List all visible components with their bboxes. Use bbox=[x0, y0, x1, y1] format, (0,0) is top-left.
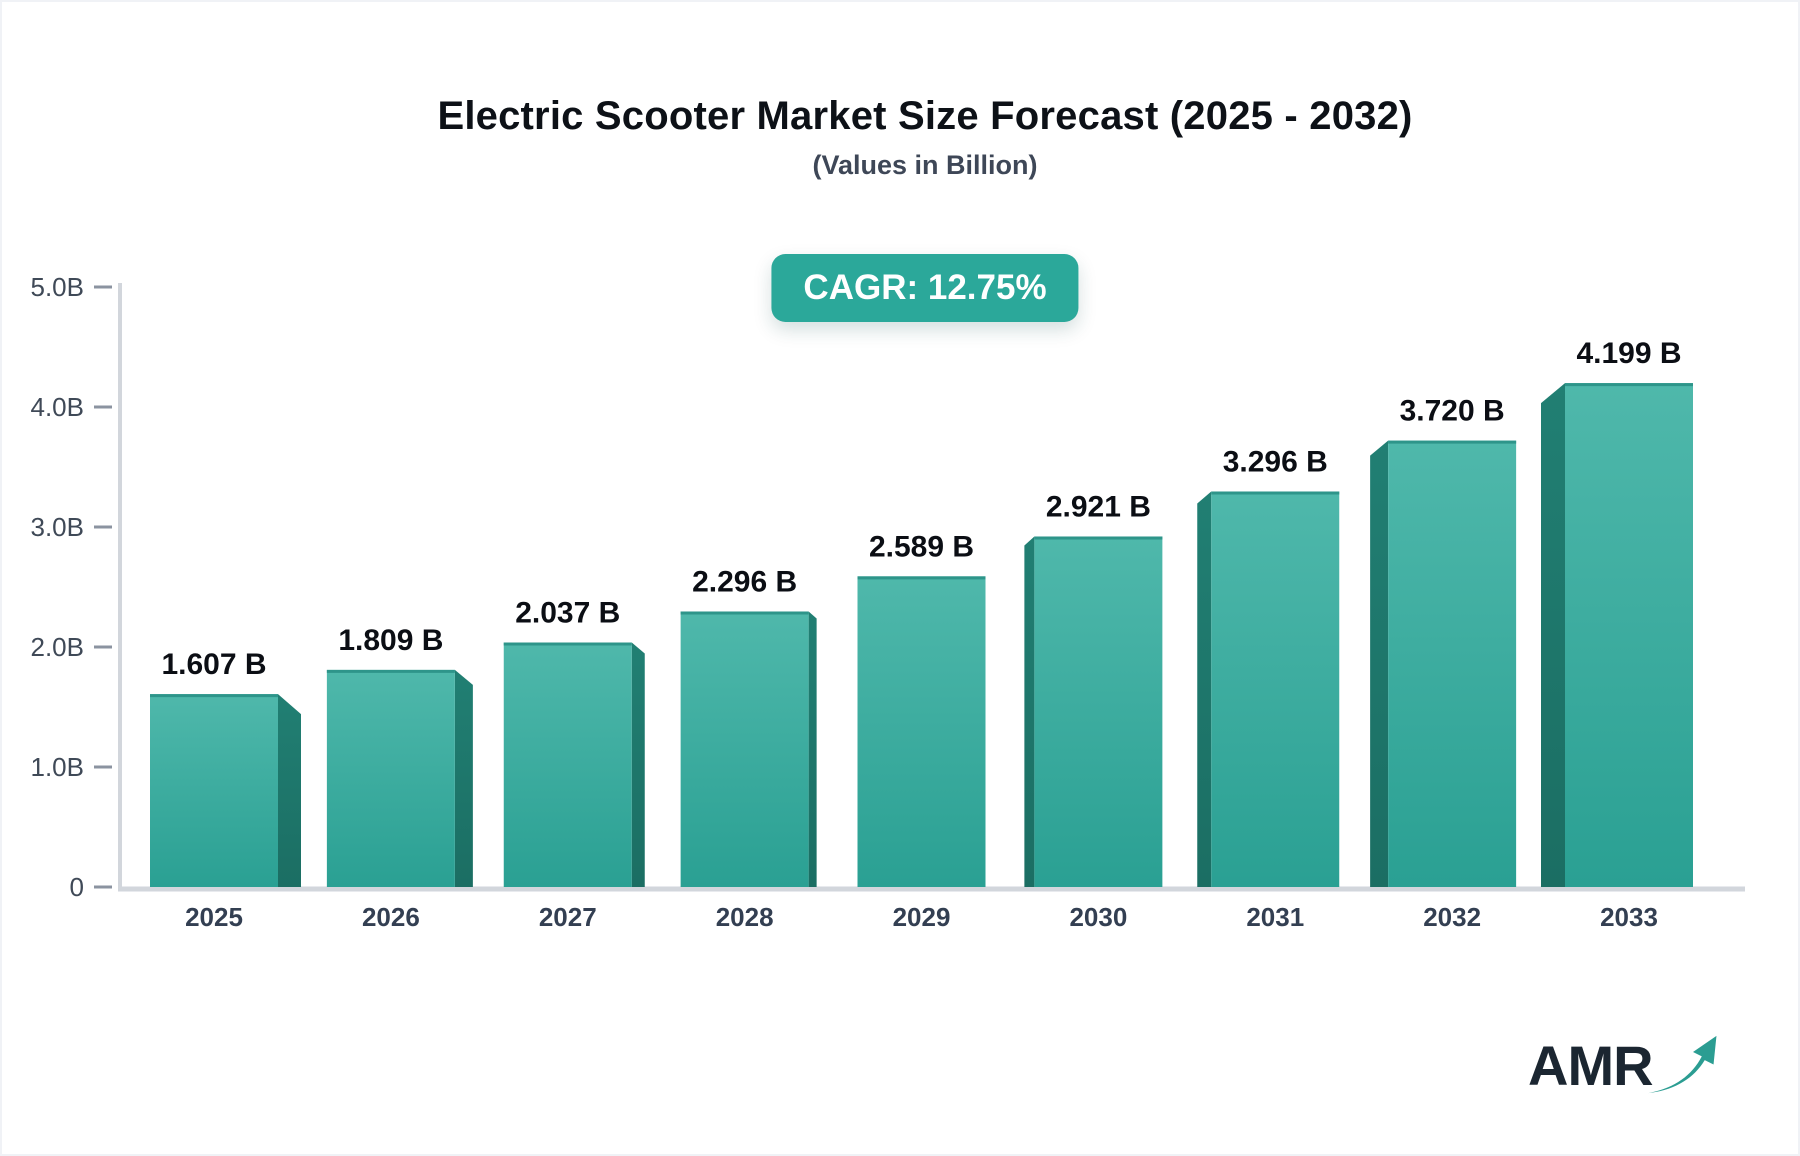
growth-arrow-icon bbox=[1647, 1035, 1716, 1094]
bar bbox=[150, 694, 278, 887]
x-tick-label: 2028 bbox=[716, 902, 774, 932]
bar-group: 3.720 B 2032 bbox=[1370, 395, 1517, 932]
x-tick-label: 2025 bbox=[185, 902, 243, 932]
bar-side-face bbox=[454, 669, 473, 887]
y-tick-label: 5.0B bbox=[31, 272, 85, 302]
bar-value-label: 1.607 B bbox=[161, 648, 266, 681]
x-tick-label: 2033 bbox=[1600, 902, 1658, 932]
amr-logo-text: AMR bbox=[1528, 1034, 1654, 1097]
amr-logo: AMR bbox=[1528, 1034, 1719, 1097]
bar-value-label: 2.921 B bbox=[1046, 490, 1151, 523]
x-tick-label: 2029 bbox=[893, 902, 951, 932]
bar bbox=[1034, 536, 1163, 887]
bar-value-label: 2.589 B bbox=[869, 530, 974, 563]
x-tick-label: 2031 bbox=[1246, 902, 1304, 932]
y-tick-label: 0 bbox=[70, 872, 84, 902]
bar-group: 1.607 B 2025 bbox=[150, 648, 301, 932]
y-tick-label: 2.0B bbox=[31, 632, 85, 662]
x-tick-label: 2026 bbox=[362, 902, 420, 932]
bar-side-face bbox=[1370, 440, 1389, 887]
bar-side-face bbox=[1197, 491, 1212, 887]
bar-side-face bbox=[1541, 383, 1565, 887]
bar-group: 4.199 B 2033 bbox=[1541, 337, 1693, 932]
bar-side-face bbox=[278, 694, 301, 887]
bar-value-label: 2.296 B bbox=[692, 565, 797, 598]
x-tick-label: 2030 bbox=[1069, 902, 1127, 932]
bar bbox=[857, 576, 986, 887]
bar bbox=[1565, 383, 1693, 887]
x-tick-label: 2027 bbox=[539, 902, 597, 932]
y-tick-label: 1.0B bbox=[31, 752, 85, 782]
bar bbox=[503, 642, 632, 887]
y-tick-label: 3.0B bbox=[31, 512, 85, 542]
bar-side-face bbox=[631, 642, 645, 887]
bar-group: 1.809 B 2026 bbox=[326, 624, 473, 932]
bar-value-label: 3.296 B bbox=[1223, 445, 1328, 478]
cagr-badge: CAGR: 12.75% bbox=[771, 254, 1079, 322]
bar bbox=[326, 669, 455, 887]
bar bbox=[680, 611, 809, 887]
bar-side-face bbox=[808, 611, 817, 887]
bar-group: 2.921 B 2030 bbox=[1024, 490, 1163, 932]
chart-title: Electric Scooter Market Size Forecast (2… bbox=[437, 94, 1413, 138]
bar-value-label: 1.809 B bbox=[338, 624, 443, 657]
bar-group: 2.296 B 2028 bbox=[680, 565, 817, 932]
bar-group: 2.589 B 2029 bbox=[857, 530, 986, 932]
bar-side-face bbox=[1024, 536, 1035, 887]
chart-subtitle: (Values in Billion) bbox=[812, 150, 1038, 180]
bar-value-label: 4.199 B bbox=[1576, 337, 1681, 370]
bar-group: 3.296 B 2031 bbox=[1197, 445, 1340, 932]
bar bbox=[1211, 491, 1340, 887]
x-tick-label: 2032 bbox=[1423, 902, 1481, 932]
y-tick-label: 4.0B bbox=[31, 392, 85, 422]
bar-group: 2.037 B 2027 bbox=[503, 597, 645, 932]
bar bbox=[1388, 440, 1517, 887]
bar-value-label: 2.037 B bbox=[515, 597, 620, 630]
bar-value-label: 3.720 B bbox=[1400, 395, 1505, 428]
